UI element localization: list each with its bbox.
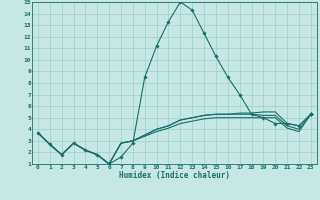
X-axis label: Humidex (Indice chaleur): Humidex (Indice chaleur) xyxy=(119,171,230,180)
